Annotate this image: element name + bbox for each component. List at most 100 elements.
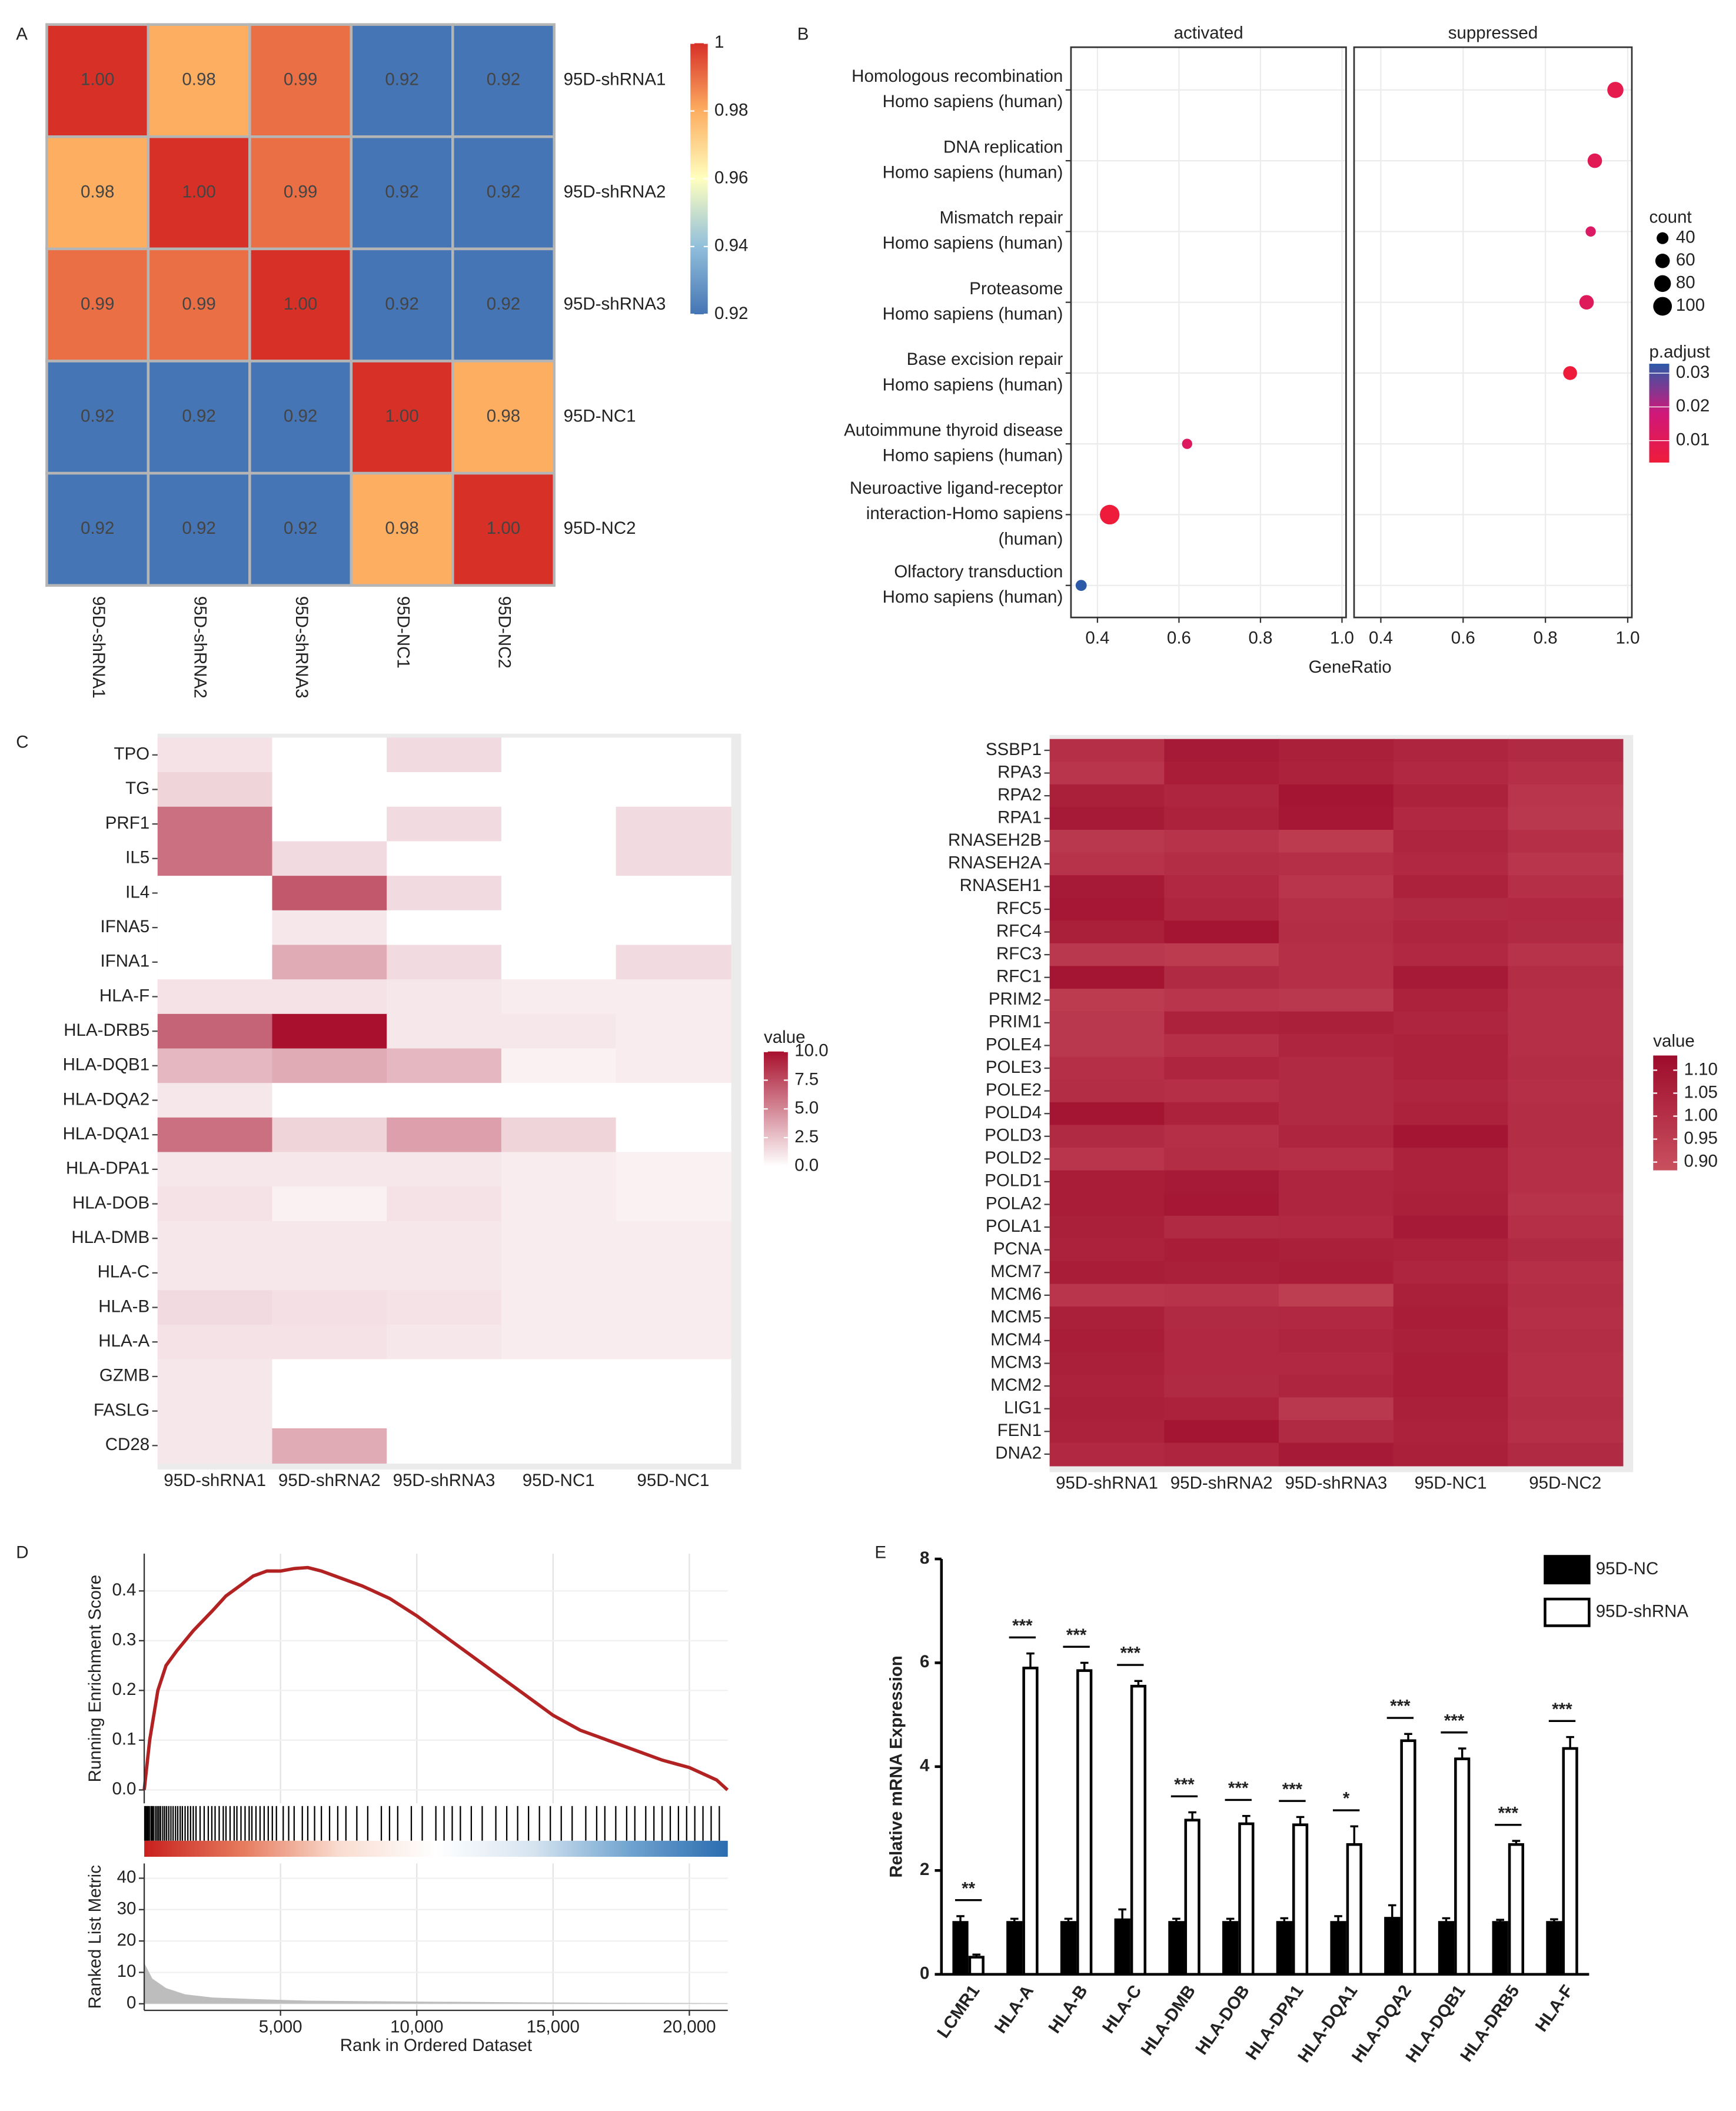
significance: *** <box>1012 1616 1033 1635</box>
row-label: RFC5 <box>996 899 1042 918</box>
heatmap-cell <box>1279 1148 1395 1172</box>
heatmap-cell <box>1508 852 1624 876</box>
heatmap-cell <box>1508 1193 1624 1217</box>
heatmap-cell <box>1049 1374 1165 1398</box>
row-label: PCNA <box>993 1239 1042 1258</box>
heatmap-cell <box>1164 1329 1280 1353</box>
bar <box>1276 1921 1292 1976</box>
category-label: Homo sapiens (human) <box>883 304 1063 324</box>
colorbar-label: 0.03 <box>1676 363 1710 382</box>
heatmap-cell <box>1508 1238 1624 1262</box>
legend-label: 95D-NC <box>1596 1559 1659 1578</box>
cell-label: 0.98 <box>487 407 520 426</box>
bar <box>1492 1921 1508 1976</box>
dot <box>1563 366 1577 380</box>
heatmap-cell <box>1279 852 1395 876</box>
significance: *** <box>1390 1697 1411 1716</box>
heatmap-cell <box>147 360 251 475</box>
heatmap-cell <box>1393 1238 1509 1262</box>
heatmap-cell <box>1508 897 1624 922</box>
significance: *** <box>1174 1775 1195 1794</box>
heatmap-cell <box>1049 1215 1165 1239</box>
heatmap-cell <box>45 471 150 587</box>
enrichment-line <box>142 1565 729 1791</box>
heatmap-cell <box>1164 1102 1280 1126</box>
heatmap-cell <box>1393 1442 1509 1467</box>
heatmap-cell <box>1508 875 1624 899</box>
heatmap-cell <box>387 1359 503 1395</box>
heatmap-cell <box>501 1428 617 1464</box>
heatmap-cell <box>501 1013 617 1049</box>
heatmap-cell <box>616 910 731 946</box>
heatmap-cell <box>1279 1170 1395 1194</box>
row-label: MCM5 <box>990 1307 1042 1327</box>
heatmap-cell <box>1164 1125 1280 1149</box>
heatmap-cell <box>616 1186 731 1222</box>
heatmap-cell <box>1393 920 1509 945</box>
heatmap-cell <box>1279 875 1395 899</box>
heatmap-cell <box>501 806 617 842</box>
heatmap-cell <box>1049 762 1165 786</box>
row-label: POLD3 <box>985 1126 1042 1145</box>
heatmap-cell <box>1164 1352 1280 1376</box>
heatmap-cell <box>1164 1215 1280 1239</box>
cell-label: 0.92 <box>487 294 520 314</box>
y-axis-label: Relative mRNA Expression <box>887 1655 906 1878</box>
y-tick-label: 0.1 <box>112 1730 136 1749</box>
heatmap-cell <box>1164 1284 1280 1308</box>
heatmap-cell <box>501 1359 617 1395</box>
heatmap-cell <box>1164 762 1280 786</box>
heatmap-cell <box>1279 1307 1395 1331</box>
heatmap-cell <box>147 471 251 587</box>
heatmap-cell <box>501 1048 617 1084</box>
x-tick-label: 0.4 <box>1085 628 1109 647</box>
legend-title: value <box>1653 1032 1695 1051</box>
heatmap-cell <box>1393 1034 1509 1058</box>
heatmap-cell <box>350 360 454 475</box>
heatmap-cell <box>1279 1397 1395 1421</box>
heatmap-cell <box>616 1428 731 1464</box>
heatmap-cell <box>272 1394 388 1430</box>
heatmap-cell <box>1508 1034 1624 1058</box>
row-label: POLA2 <box>986 1194 1042 1213</box>
heatmap-cell <box>451 135 556 251</box>
heatmap-cell <box>272 910 388 946</box>
heatmap-cell <box>157 1048 273 1084</box>
row-label: MCM4 <box>990 1330 1042 1349</box>
significance: ** <box>962 1879 975 1898</box>
heatmap-cell <box>272 841 388 877</box>
heatmap-cell <box>1279 966 1395 990</box>
heatmap-cell <box>387 1290 503 1326</box>
colorbar-label: 0.02 <box>1676 396 1710 415</box>
x-tick-label: 0.6 <box>1167 628 1191 647</box>
x-tick-label: LCMR1 <box>933 1982 983 2042</box>
x-tick-label: HLA-B <box>1045 1982 1092 2037</box>
heatmap-cell <box>272 979 388 1015</box>
heatmap-cell <box>616 1083 731 1119</box>
bar <box>1330 1921 1346 1976</box>
heatmap-cell <box>157 772 273 808</box>
column-label: 95D-shRNA3 <box>1285 1474 1387 1493</box>
heatmap-cell <box>1393 966 1509 990</box>
significance: *** <box>1498 1803 1519 1823</box>
heatmap-cell <box>501 1117 617 1153</box>
heatmap-cell <box>501 1255 617 1291</box>
category-label: interaction-Homo sapiens <box>866 504 1063 523</box>
row-label: DNA2 <box>995 1444 1042 1463</box>
heatmap-cell <box>616 979 731 1015</box>
heatmap-cell <box>1049 1193 1165 1217</box>
cell-label: 0.92 <box>182 407 215 426</box>
bar <box>1238 1822 1255 1976</box>
heatmap-cell <box>157 806 273 842</box>
heatmap-cell <box>1164 943 1280 967</box>
y-tick-label: 40 <box>117 1867 137 1887</box>
cell-label: 0.92 <box>385 182 418 201</box>
rank-strip <box>144 1840 728 1857</box>
category-label: Neuroactive ligand-receptor <box>850 478 1063 498</box>
heatmap-cell <box>1508 1170 1624 1194</box>
row-label: POLE3 <box>986 1058 1042 1077</box>
row-label: HLA-DQB1 <box>63 1055 150 1075</box>
heatmap-cell <box>1393 1374 1509 1398</box>
heatmap-cell <box>1049 897 1165 922</box>
heatmap-cell <box>157 1117 273 1153</box>
